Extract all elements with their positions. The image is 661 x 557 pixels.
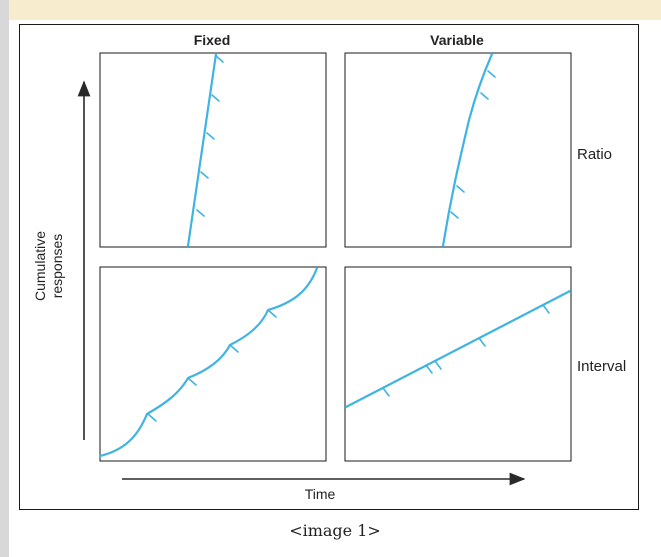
variable-ratio-curve xyxy=(441,52,494,248)
column-header-variable: Variable xyxy=(430,32,484,48)
variable-interval-tick xyxy=(425,364,433,374)
fixed-interval-tick xyxy=(229,344,239,353)
variable-interval-tick xyxy=(434,360,442,370)
variable-interval-tick xyxy=(382,387,390,397)
panel-fixed-interval xyxy=(99,266,327,462)
fixed-interval-curve xyxy=(98,266,319,458)
y-axis-label-line2: responses xyxy=(49,234,65,299)
variable-interval-ticks xyxy=(382,304,550,397)
variable-ratio-tick xyxy=(456,185,465,193)
left-margin-rule xyxy=(0,0,9,557)
fixed-interval-tick xyxy=(267,309,277,318)
row-label-ratio: Ratio xyxy=(577,146,612,163)
fixed-interval-ticks xyxy=(147,309,277,422)
panel-fixed-ratio xyxy=(99,52,327,248)
panel-variable-interval xyxy=(344,266,572,462)
column-header-fixed: Fixed xyxy=(194,32,231,48)
fixed-ratio-tick xyxy=(211,94,220,102)
y-axis-label-line1: Cumulative xyxy=(32,231,48,301)
fixed-ratio-ticks xyxy=(196,55,224,217)
fixed-ratio-tick xyxy=(215,55,224,63)
variable-interval-tick xyxy=(542,304,550,314)
fixed-ratio-tick xyxy=(200,171,209,179)
variable-ratio-tick xyxy=(480,92,489,100)
panel-variable-ratio xyxy=(344,52,572,248)
variable-ratio-tick xyxy=(450,211,459,219)
top-highlight-band xyxy=(9,0,661,20)
fixed-ratio-tick xyxy=(196,209,205,217)
image-caption: <image 1> xyxy=(289,521,381,540)
fixed-interval-tick xyxy=(187,377,197,386)
variable-interval-tick xyxy=(478,337,486,347)
fixed-ratio-tick xyxy=(206,132,215,140)
fixed-interval-tick xyxy=(147,413,157,422)
variable-ratio-ticks xyxy=(450,70,496,219)
x-axis-label: Time xyxy=(305,486,336,502)
variable-interval-curve xyxy=(344,289,572,409)
variable-ratio-tick xyxy=(487,70,496,78)
row-label-interval: Interval xyxy=(577,358,626,375)
fixed-ratio-curve xyxy=(186,52,218,248)
